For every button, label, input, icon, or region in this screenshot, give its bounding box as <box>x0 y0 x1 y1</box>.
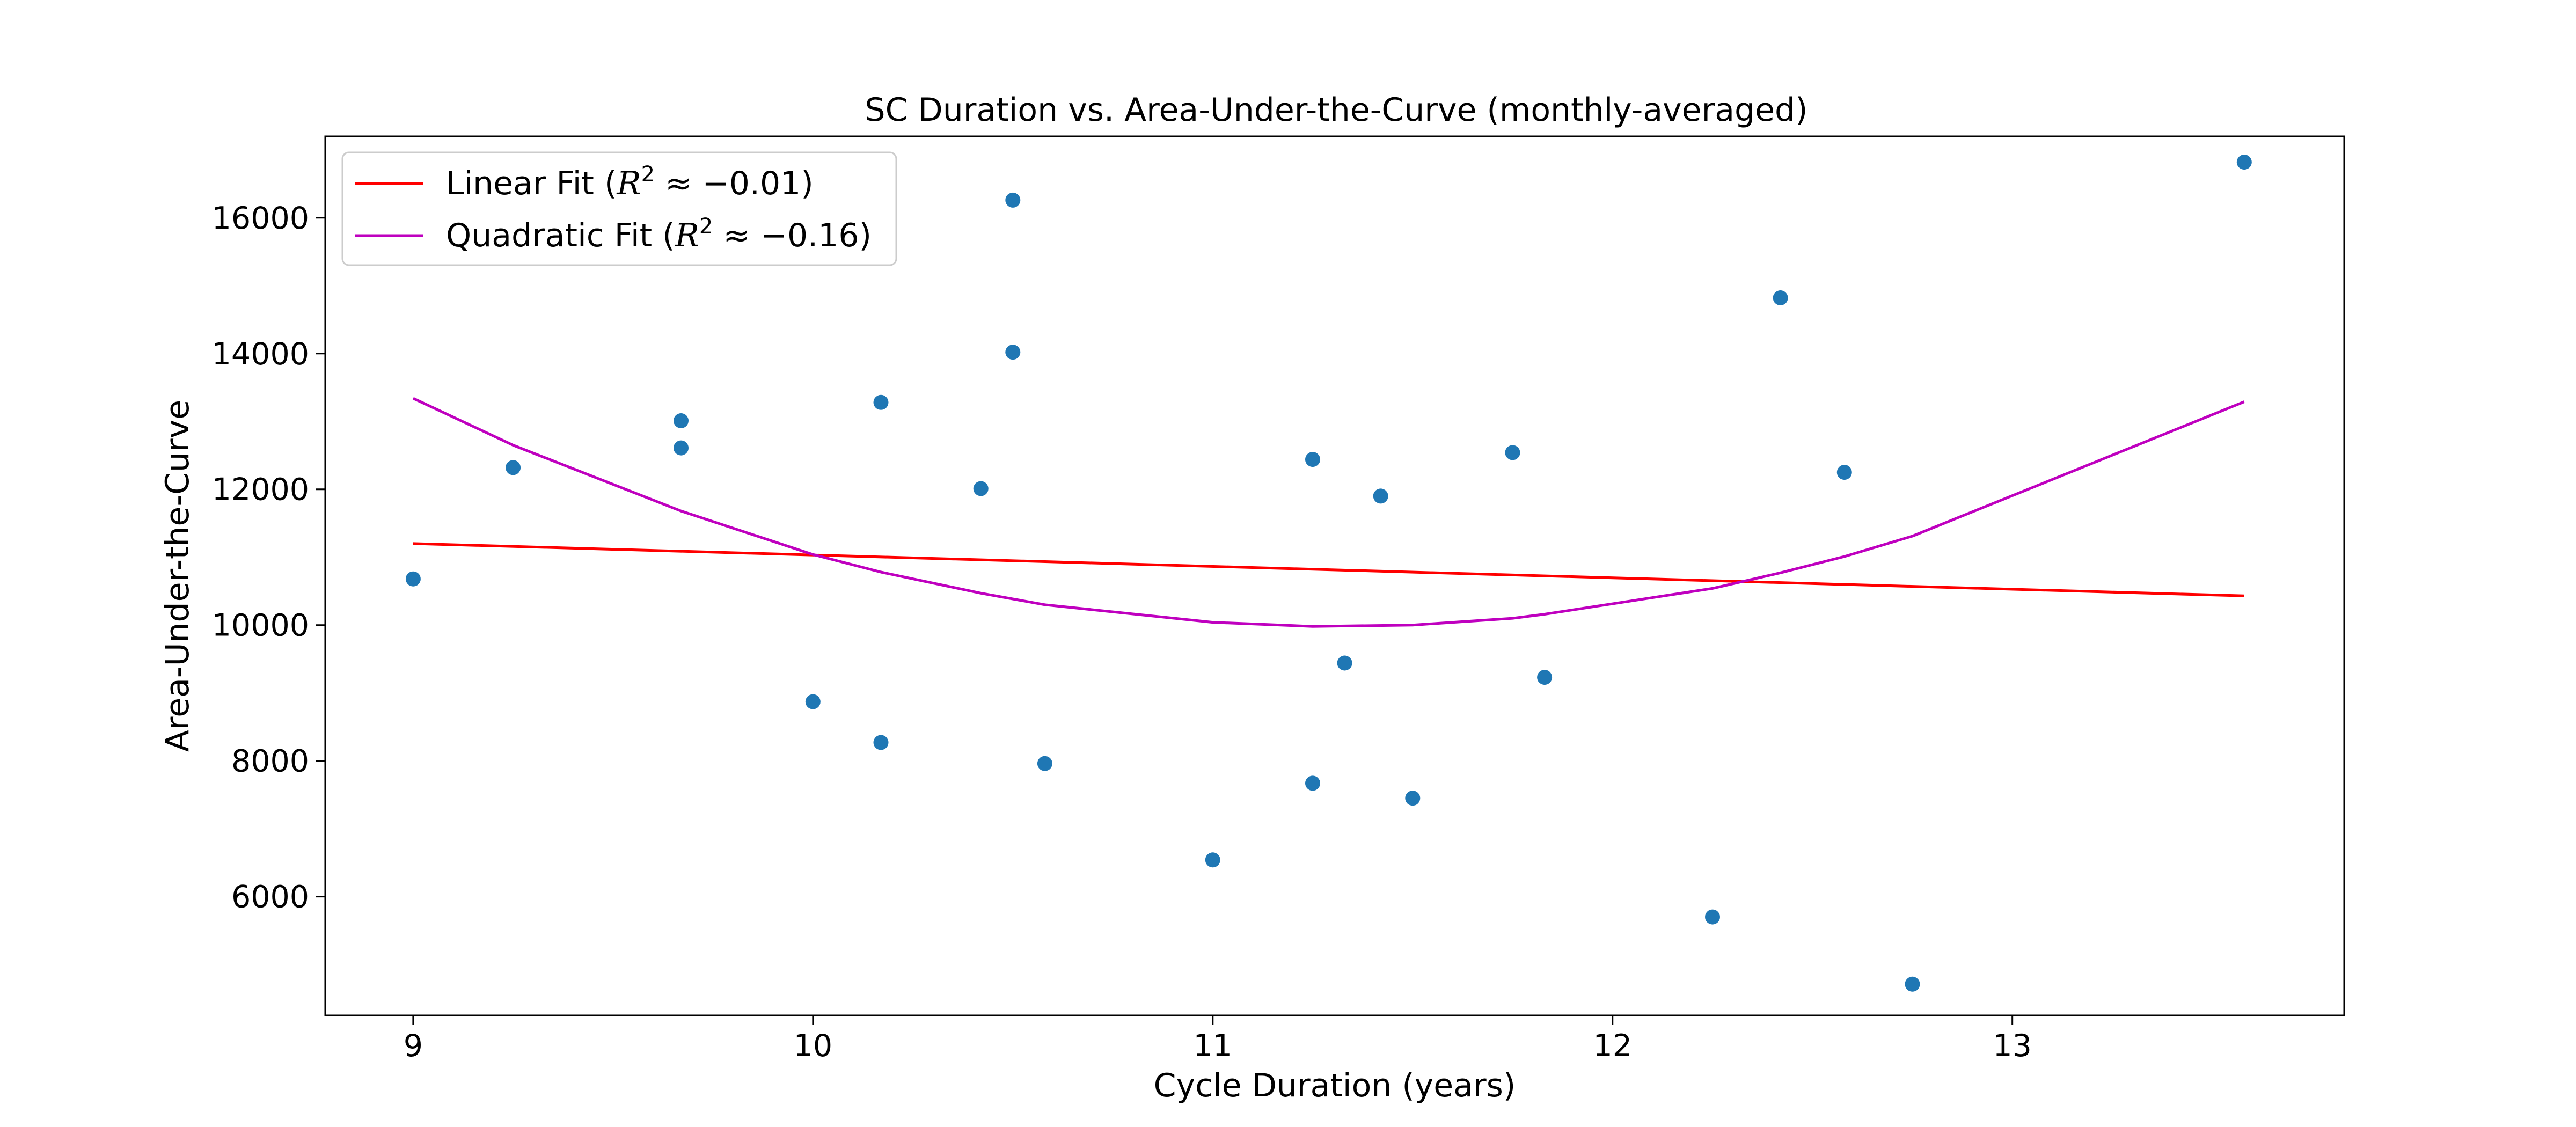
data-point <box>973 481 989 496</box>
y-axis-label: Area-Under-the-Curve <box>159 400 196 752</box>
legend-quadratic-name: Quadratic Fit <box>446 217 652 254</box>
data-point <box>873 735 889 750</box>
y-tick-label: 6000 <box>231 880 309 915</box>
data-point <box>805 694 821 709</box>
legend-linear-label: Linear Fit (R2 ≈ −0.01) <box>446 162 814 202</box>
data-point <box>1905 976 1920 992</box>
y-tick-label: 16000 <box>212 201 309 236</box>
data-point <box>1373 488 1388 504</box>
y-tick-label: 8000 <box>231 744 309 779</box>
quadratic-fit-line <box>412 397 2245 628</box>
linear-fit-line <box>413 542 2244 597</box>
legend-box <box>341 151 897 266</box>
data-point <box>405 571 421 587</box>
legend: Linear Fit (R2 ≈ −0.01) Quadratic Fit (R… <box>341 151 897 266</box>
plot-frame <box>324 135 2345 1016</box>
x-tick-label: 10 <box>794 1028 833 1064</box>
x-tick-label: 9 <box>404 1028 423 1064</box>
data-point <box>506 460 521 475</box>
data-point <box>1037 756 1052 771</box>
chart-title: SC Duration vs. Area-Under-the-Curve (mo… <box>865 91 1807 129</box>
y-axis: 6000 8000 10000 12000 14000 16000 <box>212 201 325 915</box>
y-tick-label: 14000 <box>212 336 309 372</box>
data-point <box>1005 192 1021 208</box>
data-point <box>1337 655 1352 671</box>
data-point <box>2236 155 2252 170</box>
data-point <box>1005 345 1021 360</box>
x-tick-label: 12 <box>1593 1028 1632 1064</box>
data-point <box>1836 465 1852 480</box>
legend-quadratic-label: Quadratic Fit (R2 ≈ −0.16) <box>446 214 872 254</box>
legend-linear-name: Linear Fit <box>446 165 594 202</box>
data-points <box>405 155 2252 992</box>
legend-linear-r2: ≈ −0.01 <box>665 165 801 202</box>
plot-area <box>324 135 2345 1016</box>
data-point <box>1537 670 1553 685</box>
x-axis: 9 10 11 12 13 <box>404 1015 2032 1064</box>
data-point <box>1773 290 1788 305</box>
fit-lines <box>412 397 2245 628</box>
data-point <box>1505 445 1520 460</box>
data-point <box>1405 791 1421 806</box>
y-tick-label: 10000 <box>212 608 309 643</box>
x-tick-label: 11 <box>1194 1028 1233 1064</box>
data-point <box>674 440 689 456</box>
data-point <box>1705 909 1720 925</box>
data-point <box>1205 852 1220 868</box>
data-point <box>873 394 889 410</box>
data-point <box>1305 452 1320 467</box>
y-tick-label: 12000 <box>212 472 309 508</box>
legend-quadratic-r2: ≈ −0.16 <box>723 217 859 254</box>
data-point <box>1305 775 1320 791</box>
data-point <box>674 413 689 428</box>
x-axis-label: Cycle Duration (years) <box>1154 1067 1516 1104</box>
x-tick-label: 13 <box>1993 1028 2032 1064</box>
